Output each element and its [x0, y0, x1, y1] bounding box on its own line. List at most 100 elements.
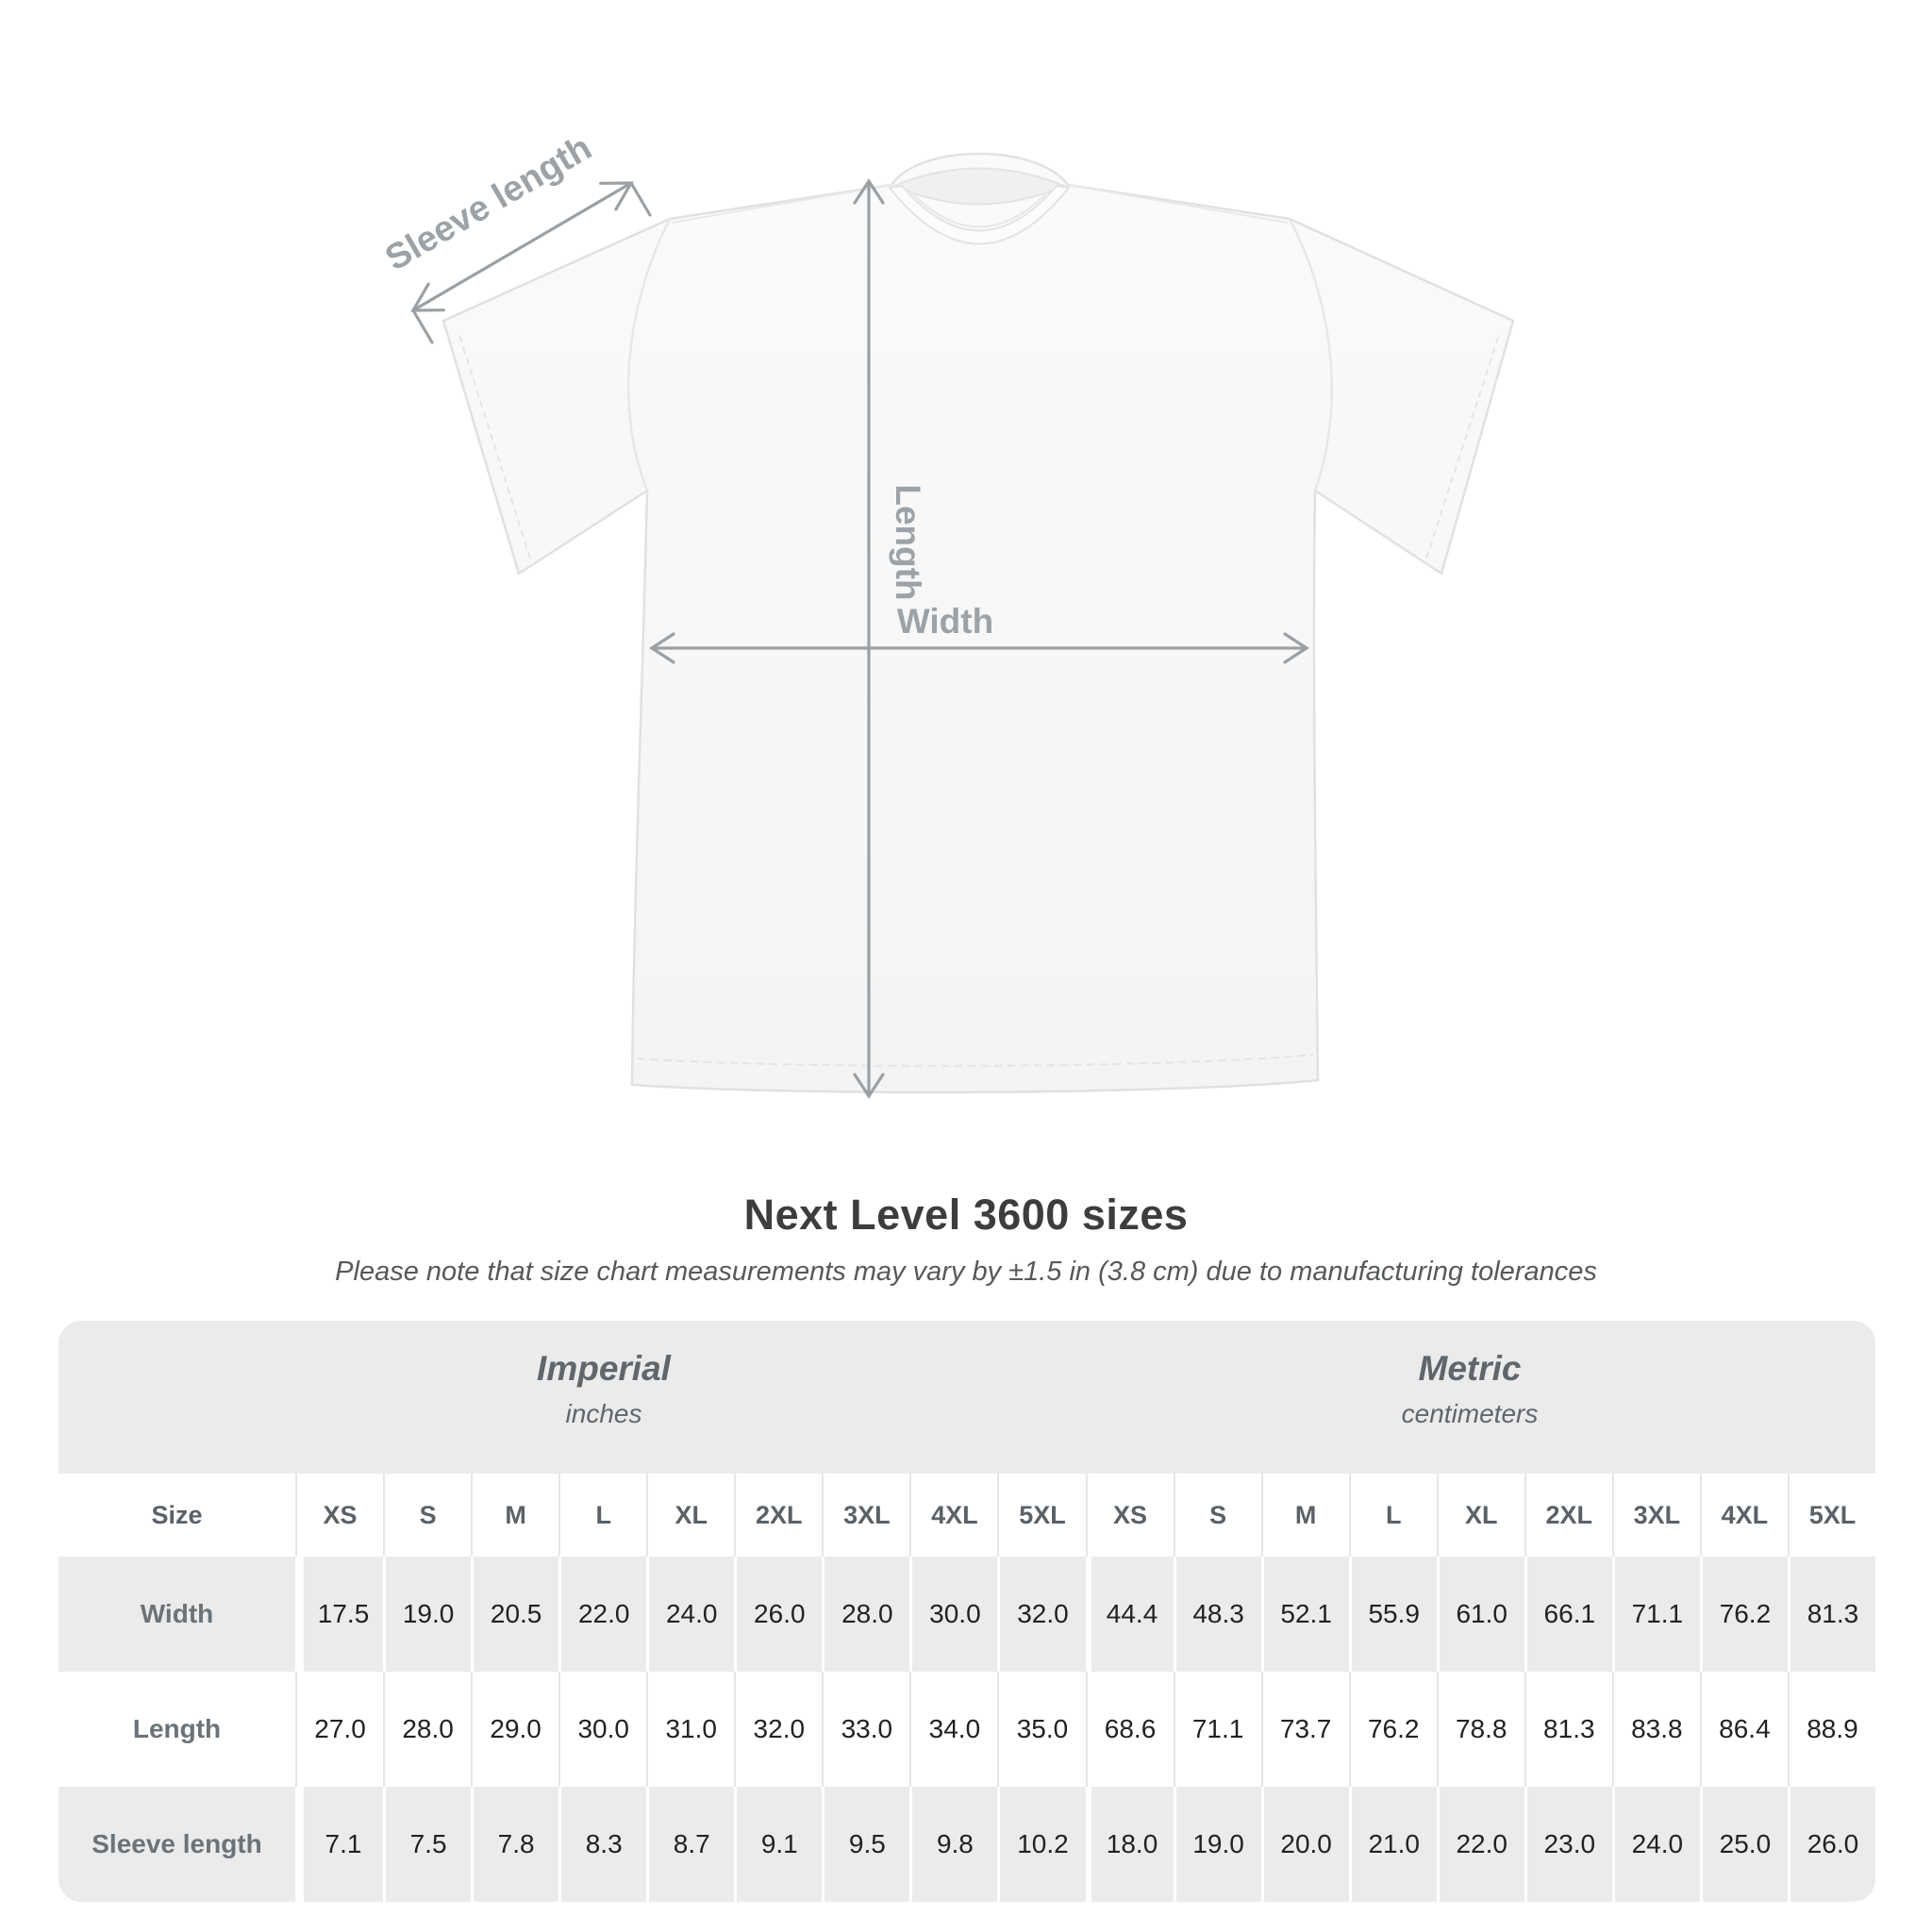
- value-cell: 7.1: [295, 1787, 384, 1902]
- page-subtitle: Please note that size chart measurements…: [335, 1257, 1597, 1287]
- value-cell: 19.0: [1173, 1787, 1261, 1902]
- value-cell: 81.3: [1787, 1557, 1875, 1672]
- value-cell: 32.0: [734, 1672, 822, 1787]
- size-col-header: XL: [646, 1474, 734, 1557]
- value-cell: 30.0: [909, 1557, 998, 1672]
- tshirt-diagram: Sleeve length Length Width: [379, 128, 1515, 1099]
- value-cell: 28.0: [822, 1557, 910, 1672]
- size-col-header: L: [1348, 1474, 1437, 1557]
- value-cell: 76.2: [1699, 1557, 1788, 1672]
- value-cell: 22.0: [1436, 1787, 1524, 1902]
- sleeve-length-dimension: [410, 181, 652, 344]
- value-cell: 20.0: [1260, 1787, 1349, 1902]
- size-col-header: S: [1173, 1474, 1261, 1557]
- size-col-header: L: [558, 1474, 646, 1557]
- value-cell: 33.0: [822, 1672, 909, 1787]
- value-cell: 81.3: [1524, 1672, 1612, 1787]
- value-cell: 19.0: [383, 1557, 472, 1672]
- size-col-header: XS: [1085, 1474, 1174, 1557]
- size-col-header: 4XL: [1699, 1474, 1788, 1557]
- value-cell: 71.1: [1173, 1672, 1261, 1787]
- size-col-header: M: [471, 1474, 558, 1557]
- value-cell: 18.0: [1085, 1787, 1174, 1902]
- imperial-label: Imperial: [537, 1349, 671, 1388]
- value-cell: 66.1: [1524, 1557, 1612, 1672]
- value-cell: 68.6: [1085, 1672, 1174, 1787]
- row-label: Sleeve length: [58, 1787, 295, 1902]
- length-dimension: [853, 178, 885, 1099]
- value-cell: 7.8: [471, 1787, 559, 1902]
- value-cell: 30.0: [558, 1672, 646, 1787]
- value-cell: 17.5: [295, 1557, 384, 1672]
- value-cell: 22.0: [558, 1557, 647, 1672]
- value-cell: 23.0: [1524, 1787, 1612, 1902]
- value-cell: 76.2: [1348, 1672, 1437, 1787]
- size-col-header: 3XL: [822, 1474, 909, 1557]
- value-cell: 44.4: [1085, 1557, 1174, 1672]
- sleeve-length-label: Sleeve length: [379, 128, 599, 279]
- width-row: Width 17.5 19.0 20.5 22.0 24.0 26.0 28.0…: [58, 1557, 1875, 1672]
- value-cell: 34.0: [909, 1672, 997, 1787]
- value-cell: 48.3: [1173, 1557, 1261, 1672]
- size-col-header: 5XL: [997, 1474, 1085, 1557]
- metric-label: Metric: [1418, 1349, 1522, 1388]
- value-cell: 9.8: [909, 1787, 998, 1902]
- value-cell: 9.5: [822, 1787, 910, 1902]
- unit-group-header: Imperial inches Metric centimeters: [58, 1321, 1875, 1474]
- size-col-header: 4XL: [909, 1474, 997, 1557]
- value-cell: 32.0: [997, 1557, 1086, 1672]
- size-col-header: 3XL: [1611, 1474, 1700, 1557]
- tshirt-silhouette: [441, 152, 1515, 1094]
- size-col-header: S: [383, 1474, 471, 1557]
- value-cell: 24.0: [646, 1557, 735, 1672]
- size-col-header: 2XL: [1524, 1474, 1612, 1557]
- imperial-group-header: Imperial inches: [537, 1349, 671, 1429]
- value-cell: 78.8: [1436, 1672, 1524, 1787]
- value-cell: 25.0: [1699, 1787, 1788, 1902]
- width-label: Width: [897, 602, 993, 641]
- length-row: Length 27.0 28.0 29.0 30.0 31.0 32.0 33.…: [58, 1672, 1875, 1787]
- row-label: Width: [58, 1557, 295, 1672]
- imperial-unit: inches: [565, 1398, 642, 1428]
- value-cell: 71.1: [1611, 1557, 1700, 1672]
- sleeve-length-row: Sleeve length 7.1 7.5 7.8 8.3 8.7 9.1 9.…: [58, 1787, 1875, 1902]
- size-col-header: XL: [1436, 1474, 1524, 1557]
- value-cell: 9.1: [734, 1787, 823, 1902]
- value-cell: 35.0: [997, 1672, 1085, 1787]
- page-title: Next Level 3600 sizes: [743, 1191, 1189, 1239]
- metric-group-header: Metric centimeters: [1402, 1349, 1539, 1429]
- value-cell: 52.1: [1260, 1557, 1349, 1672]
- value-cell: 26.0: [1787, 1787, 1875, 1902]
- value-cell: 27.0: [295, 1672, 383, 1787]
- metric-unit: centimeters: [1401, 1398, 1539, 1428]
- value-cell: 88.9: [1787, 1672, 1875, 1787]
- value-cell: 83.8: [1611, 1672, 1700, 1787]
- value-cell: 26.0: [734, 1557, 823, 1672]
- value-cell: 8.7: [646, 1787, 735, 1902]
- row-label: Length: [132, 1714, 222, 1743]
- length-label: Length: [889, 484, 927, 600]
- size-col-header: M: [1260, 1474, 1349, 1557]
- value-cell: 86.4: [1699, 1672, 1788, 1787]
- size-col-header: 2XL: [734, 1474, 822, 1557]
- collar: [888, 167, 1071, 245]
- value-cell: 10.2: [997, 1787, 1086, 1902]
- value-cell: 24.0: [1611, 1787, 1700, 1902]
- value-cell: 73.7: [1260, 1672, 1349, 1787]
- size-col-header: 5XL: [1787, 1474, 1875, 1557]
- value-cell: 21.0: [1348, 1787, 1437, 1902]
- width-dimension: [649, 632, 1309, 664]
- value-cell: 61.0: [1436, 1557, 1524, 1672]
- value-cell: 55.9: [1348, 1557, 1437, 1672]
- value-cell: 7.5: [383, 1787, 472, 1902]
- value-cell: 28.0: [383, 1672, 471, 1787]
- value-cell: 29.0: [471, 1672, 558, 1787]
- size-header-cell: Size: [151, 1500, 203, 1529]
- value-cell: 20.5: [471, 1557, 559, 1672]
- size-table: Imperial inches Metric centimeters Size …: [58, 1321, 1875, 1902]
- size-col-header: XS: [295, 1474, 383, 1557]
- size-header-row: Size XS S M L XL 2XL 3XL 4XL 5XL XS S M …: [58, 1474, 1875, 1557]
- value-cell: 31.0: [646, 1672, 734, 1787]
- value-cell: 8.3: [558, 1787, 647, 1902]
